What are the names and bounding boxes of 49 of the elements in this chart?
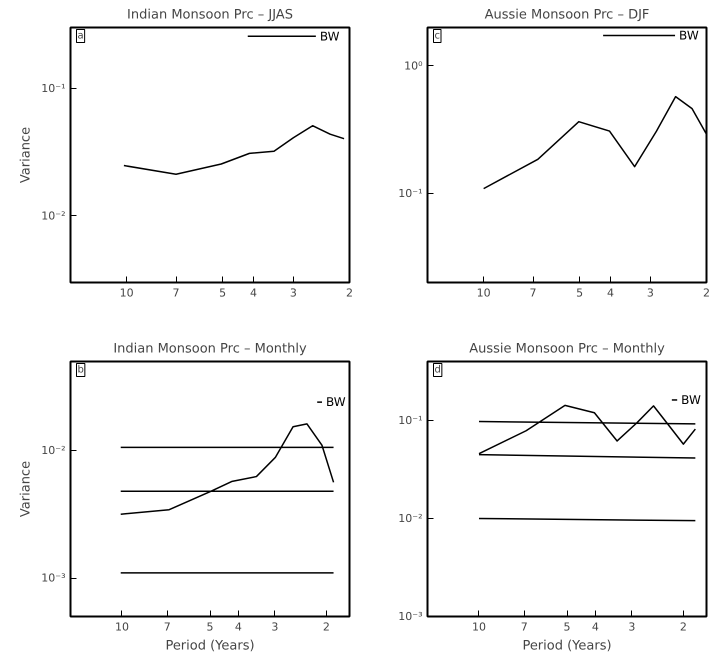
x-tick-label: 4	[592, 620, 599, 634]
x-tick-label: 3	[628, 620, 636, 634]
x-tick-label: 7	[530, 286, 537, 300]
x-tick-label: 7	[164, 620, 171, 634]
x-tick-label: 4	[607, 286, 614, 300]
x-tick-label: 2	[346, 286, 353, 300]
x-tick-label: 10	[472, 620, 486, 634]
x-tick-label: 5	[206, 620, 214, 634]
y-tick-label: 10⁻¹	[398, 414, 423, 427]
chart-title: Indian Monsoon Prc – JJAS	[127, 8, 293, 22]
series-label: BW	[679, 28, 699, 43]
y-tick-label: 10⁻²	[41, 209, 66, 222]
y-tick-label: 10⁰	[404, 59, 424, 72]
x-tick-label: 2	[322, 620, 330, 634]
annotation: b	[78, 364, 84, 376]
chart-title: Aussie Monsoon Prc – Monthly	[469, 342, 666, 356]
y-tick-label: 10⁻¹	[398, 186, 423, 200]
y-tick-label: 10⁻²	[41, 444, 66, 458]
x-tick-label: 10	[114, 620, 129, 634]
x-tick-label: 4	[234, 620, 242, 634]
chart-title: Aussie Monsoon Prc – DJF	[484, 8, 650, 22]
x-tick-label: 3	[646, 286, 654, 300]
y-tick-label: 10⁻²	[398, 512, 423, 525]
series-label: BW	[320, 29, 340, 44]
annotation: a	[78, 30, 84, 42]
x-tick-label: 2	[680, 620, 687, 634]
x-tick-label: 10	[120, 286, 134, 300]
y-axis-title: Variance	[18, 126, 34, 184]
x-tick-label: 3	[290, 286, 297, 300]
x-tick-label: 5	[219, 286, 226, 300]
x-tick-label: 7	[520, 620, 528, 634]
annotation: c	[434, 30, 440, 42]
x-tick-label: 7	[172, 286, 180, 300]
series-label: BW	[326, 395, 346, 410]
y-tick-label: 10⁻¹	[41, 82, 66, 95]
x-tick-label: 5	[564, 620, 571, 634]
x-tick-label: 4	[250, 286, 258, 300]
y-tick-label: 10⁻³	[41, 572, 66, 585]
x-tick-label: 5	[576, 286, 584, 300]
x-tick-label: 10	[476, 286, 491, 300]
chart-title: Indian Monsoon Prc – Monthly	[113, 342, 307, 356]
x-axis-title: Period (Years)	[165, 638, 255, 654]
x-tick-label: 2	[703, 286, 710, 300]
y-tick-label: 10⁻³	[398, 610, 423, 623]
x-tick-label: 3	[271, 620, 278, 634]
annotation: d	[434, 364, 441, 376]
series-label: BW	[681, 392, 701, 407]
x-axis-title: Period (Years)	[522, 638, 612, 654]
y-axis-title: Variance	[18, 460, 34, 518]
